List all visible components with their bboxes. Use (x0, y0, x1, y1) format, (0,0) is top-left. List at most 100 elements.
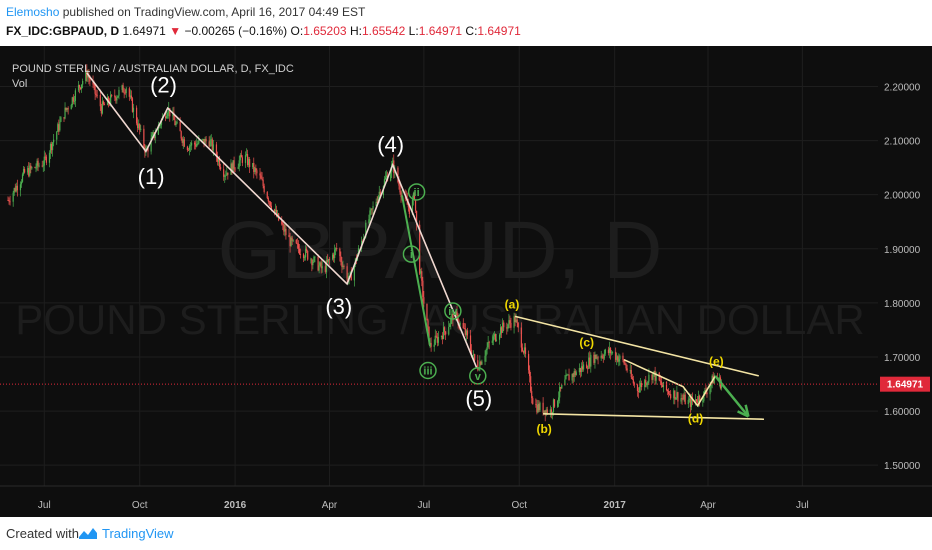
candle-body (630, 370, 632, 378)
candle-body (101, 101, 103, 114)
candle-body (209, 140, 211, 147)
candle-body (275, 209, 278, 217)
candle-body (652, 372, 654, 380)
tradingview-logo-icon[interactable] (78, 525, 98, 541)
candle-body (422, 280, 424, 298)
candle-body (296, 243, 298, 245)
candle-body (334, 249, 336, 259)
candle-body (487, 342, 489, 348)
candle-body (573, 371, 575, 378)
candle-body (474, 354, 476, 361)
candle-body (595, 354, 597, 359)
candle-body (484, 355, 486, 362)
price-chart[interactable]: GBPAUD, D POUND STERLING / AUSTRALIAN DO… (0, 46, 932, 517)
candle-body (689, 398, 691, 407)
candle-body (233, 160, 235, 169)
candle-body (413, 193, 416, 200)
candle-body (459, 322, 461, 326)
candle-body (254, 168, 256, 172)
candle-body (465, 330, 467, 335)
high-value: 1.65542 (361, 24, 406, 38)
candle-body (107, 97, 110, 104)
y-tick-label: 2.10000 (884, 137, 921, 148)
chart-background (0, 46, 932, 517)
candle-body (224, 176, 226, 177)
candle-body (31, 167, 33, 169)
candle-body (515, 319, 517, 323)
candle-body (530, 376, 532, 392)
candle-body (173, 112, 175, 120)
candle-body (244, 155, 247, 163)
candle-body (249, 159, 251, 167)
candle-body (240, 154, 242, 158)
candle-body (135, 107, 138, 124)
y-tick-label: 1.90000 (884, 245, 921, 256)
candle-body (414, 199, 417, 211)
candle-body (130, 95, 133, 99)
candle-body (57, 124, 59, 132)
candle-body (312, 261, 314, 266)
candle-body (510, 322, 512, 328)
candle-body (368, 219, 370, 223)
candle-body (616, 356, 618, 360)
candle-body (172, 112, 174, 117)
candle-body (524, 347, 527, 355)
candle-body (408, 207, 410, 214)
candle-body (385, 175, 388, 178)
candle-body (51, 142, 54, 151)
candle-body (370, 208, 372, 211)
wave-label-circle (419, 361, 437, 380)
candle-body (270, 205, 273, 210)
candle-body (582, 364, 585, 370)
candle-body (602, 357, 604, 359)
candle-body (566, 374, 568, 376)
candle-body (266, 192, 268, 199)
candle-body (421, 271, 423, 281)
candle-body (466, 330, 469, 336)
candle-body (543, 410, 545, 413)
x-tick-label: 2017 (604, 500, 627, 511)
x-tick-label: Jul (38, 500, 51, 511)
candle-body (333, 254, 335, 259)
candle-body (35, 167, 37, 169)
candle-body (313, 256, 315, 262)
candle-body (79, 87, 82, 89)
candle-body (532, 398, 534, 405)
candle-body (246, 154, 249, 165)
target-arrow-line (714, 375, 750, 418)
price-axis[interactable] (878, 46, 932, 486)
candle-body (195, 144, 197, 147)
candle-body (110, 95, 112, 105)
candle-body (121, 85, 123, 90)
candle-body (375, 201, 377, 207)
candle-body (295, 239, 297, 244)
publication-line: Elemosho published on TradingView.com, A… (6, 5, 365, 19)
candle-body (92, 81, 94, 85)
tradingview-link[interactable]: TradingView (102, 526, 174, 541)
candle-body (462, 322, 464, 329)
candle-body (559, 387, 561, 398)
candle-body (77, 85, 80, 91)
candle-body (245, 154, 248, 156)
wave-label-circle (402, 245, 421, 263)
candle-body (58, 124, 60, 131)
author-link[interactable]: Elemosho (6, 5, 60, 19)
candle-body (684, 394, 686, 405)
candle-body (64, 107, 66, 119)
candle-body (537, 403, 539, 413)
wave-line (86, 72, 478, 369)
candle-body (471, 355, 474, 356)
candle-body (87, 75, 89, 78)
candle-body (288, 234, 290, 238)
candle-body (706, 392, 708, 395)
candle-body (609, 348, 612, 354)
candle-body (420, 271, 422, 274)
candle-body (702, 400, 704, 402)
candle-body (480, 361, 482, 365)
wave-label: v (475, 371, 482, 383)
symbol-label: FX_IDC:GBPAUD, D (6, 24, 120, 38)
candle-body (579, 367, 582, 373)
candle-body (565, 375, 567, 380)
candle-body (608, 348, 611, 353)
candle-body (319, 262, 321, 266)
